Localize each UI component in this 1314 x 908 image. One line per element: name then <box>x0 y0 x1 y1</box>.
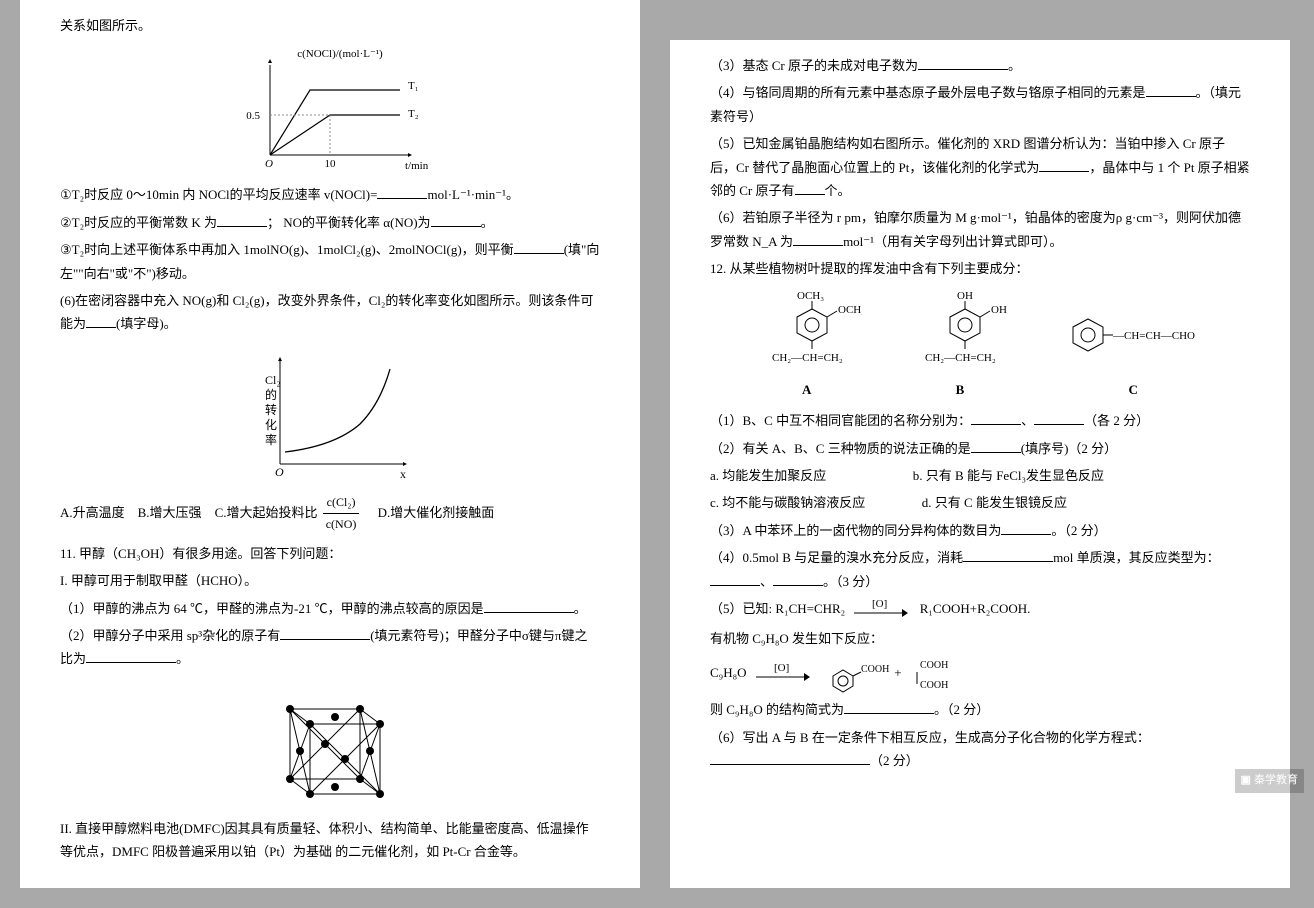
opt-a: A.升高温度 <box>60 505 125 520</box>
struct-a: OCH₃ OCH₃ CH₂—CH=CH₂ A <box>752 289 862 402</box>
q11-title: 11. 甲醇（CH₃OH）有很多用途。回答下列问题： <box>60 542 600 565</box>
opt-d: D.增大催化剂接触面 <box>378 505 495 520</box>
r6: （6）若铂原子半径为 r pm，铂摩尔质量为 M g·mol⁻¹，铂晶体的密度为… <box>710 206 1250 253</box>
q12-1: （1）B、C 中互不相同官能团的名称分别为：、（各 2 分） <box>710 409 1250 432</box>
svg-text:CH₂—CH=CH₂: CH₂—CH=CH₂ <box>772 352 843 364</box>
structures-row: OCH₃ OCH₃ CH₂—CH=CH₂ A OH <box>710 289 1250 402</box>
svg-text:x: x <box>400 467 406 481</box>
q11-II: II. 直接甲醇燃料电池(DMFC)因其具有质量轻、体积小、结构简单、比能量密度… <box>60 817 600 864</box>
chart1-svg: c(NOCl)/(mol·L⁻¹) 0.5 10 T₁ T₂ O t/min <box>230 45 430 175</box>
q-line-5: (6)在密闭容器中充入 NO(g)和 Cl₂(g)，改变外界条件，Cl₂的转化率… <box>60 289 600 336</box>
svg-text:OCH₃: OCH₃ <box>838 304 862 316</box>
crystal-diagram <box>60 679 600 809</box>
struct-c: —CH=CH—CHO C <box>1058 289 1208 402</box>
chart1-xlabel: t/min <box>405 160 429 172</box>
q12-6: （6）写出 A 与 B 在一定条件下相互反应，生成高分子化合物的化学方程式： （… <box>710 726 1250 773</box>
watermark: ▣ 秦学教育 <box>1235 769 1304 793</box>
svg-text:OH: OH <box>957 290 973 302</box>
q-line-2: ①T₂时反应 0～10min 内 NOCl的平均反应速率 v(NOCl)=mol… <box>60 183 600 206</box>
svg-text:COOH: COOH <box>920 680 948 691</box>
q11-I: I. 甲醇可用于制取甲醛（HCHO）。 <box>60 569 600 592</box>
q12-5c: 有机物 C₉H₈O 发生如下反应： <box>710 627 1250 650</box>
chart1-ylabel: c(NOCl)/(mol·L⁻¹) <box>297 48 383 60</box>
svg-text:COOH: COOH <box>861 664 889 675</box>
q12-3: （3）A 中苯环上的一卤代物的同分异构体的数目为。（2 分） <box>710 519 1250 542</box>
struct-b: OH OH CH₂—CH=CH₂ B <box>905 289 1015 402</box>
svg-text:—CH=CH—CHO: —CH=CH—CHO <box>1112 330 1195 342</box>
xtick: 10 <box>325 158 337 170</box>
q12-5d: 则 C₉H₈O 的结构简式为。（2 分） <box>710 698 1250 721</box>
q-line-3: ②T₂时反应的平衡常数 K 为； NO的平衡转化率 α(NO)为。 <box>60 211 600 234</box>
q11-1: （1）甲醇的沸点为 64 ℃，甲醛的沸点为-21 ℃，甲醇的沸点较高的原因是。 <box>60 597 600 620</box>
options-row: A.升高温度 B.增大压强 C.增大起始投料比 c(Cl₂)c(NO) D.增大… <box>60 492 600 536</box>
page-left: 关系如图所示。 c(NOCl)/(mol·L⁻¹) 0.5 10 T₁ T₂ O <box>20 0 640 888</box>
chart-cl2: Cl₂ 的 转 化 率 O x <box>60 344 600 484</box>
chart2-yl1: Cl₂ <box>265 373 281 387</box>
chart-noc1: c(NOCl)/(mol·L⁻¹) 0.5 10 T₁ T₂ O t/min <box>60 45 600 175</box>
svg-text:转: 转 <box>265 402 277 417</box>
svg-text:[O]: [O] <box>774 662 789 674</box>
opt-b: B.增大压强 <box>138 505 202 520</box>
r3: （3）基态 Cr 原子的未成对电子数为。 <box>710 54 1250 77</box>
q12-2: （2）有关 A、B、C 三种物质的说法正确的是(填序号)（2 分） <box>710 437 1250 460</box>
svg-text:OCH₃: OCH₃ <box>797 290 824 302</box>
q12-opts-ab: a. 均能发生加聚反应 b. 只有 B 能与 FeCl₃发生显色反应 <box>710 464 1250 487</box>
svg-text:化: 化 <box>265 418 277 432</box>
opt-c: C.增大起始投料比 c(Cl₂)c(NO) <box>215 505 365 520</box>
ytick: 0.5 <box>246 110 260 122</box>
q12-opts-cd: c. 均不能与碳酸钠溶液反应 d. 只有 C 能发生银镜反应 <box>710 491 1250 514</box>
t1-label: T₁ <box>408 80 419 92</box>
svg-text:O: O <box>275 465 284 479</box>
q12-4: （4）0.5mol B 与足量的溴水充分反应，消耗mol 单质溴，其反应类型为：… <box>710 546 1250 593</box>
svg-text:OH: OH <box>991 304 1007 316</box>
svg-text:COOH: COOH <box>920 660 948 671</box>
reaction-scheme: C₉H₈O [O] COOH + COOH COOH <box>710 654 1250 694</box>
svg-text:CH₂—CH=CH₂: CH₂—CH=CH₂ <box>925 352 996 364</box>
svg-text:[O]: [O] <box>872 598 887 610</box>
q12-title: 12. 从某些植物树叶提取的挥发油中含有下列主要成分： <box>710 257 1250 280</box>
svg-text:的: 的 <box>265 387 277 402</box>
page-right: （3）基态 Cr 原子的未成对电子数为。 （4）与铬同周期的所有元素中基态原子最… <box>670 40 1290 888</box>
svg-text:率: 率 <box>265 432 277 447</box>
chart2-svg: Cl₂ 的 转 化 率 O x <box>245 344 415 484</box>
t2-label: T₂ <box>408 108 419 120</box>
q12-5: （5）已知: R₁CH=CHR₂ [O] R₁COOH+R₂COOH. <box>710 597 1250 623</box>
r4: （4）与铬同周期的所有元素中基态原子最外层电子数与铬原子相同的元素是。（填元素符… <box>710 81 1250 128</box>
r5: （5）已知金属铂晶胞结构如右图所示。催化剂的 XRD 图谱分析认为：当铂中掺入 … <box>710 132 1250 202</box>
q11-2: （2）甲醇分子中采用 sp³杂化的原子有(填元素符号)；甲醛分子中σ键与π键之比… <box>60 624 600 671</box>
line-context: 关系如图所示。 <box>60 14 600 37</box>
q-line-4: ③T₂时向上述平衡体系中再加入 1molNO(g)、1molCl₂(g)、2mo… <box>60 238 600 285</box>
svg-text:O: O <box>265 158 273 170</box>
